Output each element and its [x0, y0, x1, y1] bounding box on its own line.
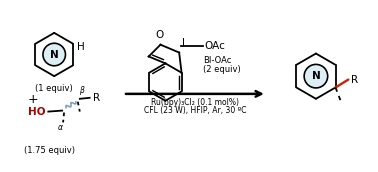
- Text: α: α: [57, 123, 63, 132]
- Circle shape: [304, 64, 328, 88]
- Text: R: R: [93, 93, 100, 103]
- Text: BI-OAc: BI-OAc: [203, 56, 231, 65]
- Text: CFL (23 W), HFIP, Ar, 30 ºC: CFL (23 W), HFIP, Ar, 30 ºC: [144, 106, 246, 115]
- Text: N: N: [311, 71, 320, 81]
- Text: (2 equiv): (2 equiv): [203, 65, 240, 74]
- Text: N: N: [50, 50, 59, 60]
- Text: HO: HO: [28, 107, 45, 117]
- Text: O: O: [155, 30, 164, 40]
- Text: +: +: [27, 93, 38, 106]
- Text: (1 equiv): (1 equiv): [35, 84, 73, 93]
- Text: β: β: [79, 86, 84, 95]
- Text: R: R: [351, 75, 358, 85]
- Text: (1.75 equiv): (1.75 equiv): [24, 146, 75, 155]
- Text: I: I: [182, 38, 185, 48]
- Text: Ru(bpy)₃Cl₂ (0.1 mol%): Ru(bpy)₃Cl₂ (0.1 mol%): [151, 98, 239, 107]
- Circle shape: [43, 43, 65, 66]
- Text: H: H: [77, 42, 85, 52]
- Text: OAc: OAc: [205, 41, 226, 51]
